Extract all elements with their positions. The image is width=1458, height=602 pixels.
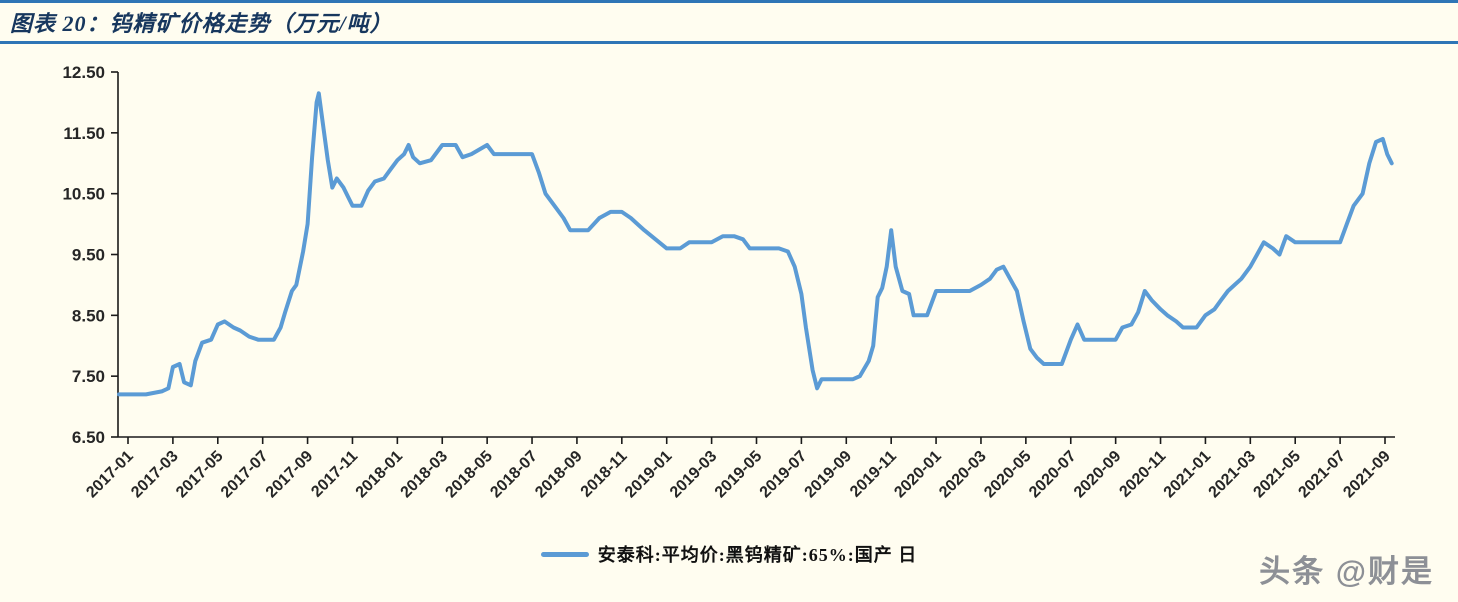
x-tick-label: 2021-09 bbox=[1340, 448, 1394, 502]
y-tick-label: 9.50 bbox=[72, 246, 105, 265]
x-tick-label: 2021-05 bbox=[1251, 448, 1305, 502]
y-tick-label: 10.50 bbox=[62, 185, 105, 204]
x-tick-label: 2017-01 bbox=[83, 448, 137, 502]
y-tick-label: 12.50 bbox=[62, 63, 105, 82]
x-tick-label: 2020-09 bbox=[1071, 448, 1125, 502]
x-tick-label: 2021-07 bbox=[1295, 448, 1349, 502]
x-tick-label: 2020-01 bbox=[891, 448, 945, 502]
legend-line-marker bbox=[540, 551, 589, 557]
x-tick-label: 2019-07 bbox=[757, 448, 811, 502]
x-tick-label: 2021-01 bbox=[1161, 448, 1215, 502]
x-tick-label: 2018-11 bbox=[578, 448, 631, 501]
x-tick-label: 2019-03 bbox=[667, 448, 721, 502]
figure-top-rule bbox=[0, 0, 1458, 3]
watermark-toutiao-caishi: 头条 @财是 bbox=[1259, 554, 1434, 589]
x-tick-label: 2017-07 bbox=[218, 448, 272, 502]
x-tick-label: 2018-01 bbox=[353, 448, 407, 502]
title-underline-rule bbox=[0, 41, 1458, 44]
x-tick-label: 2020-05 bbox=[981, 448, 1035, 502]
y-tick-label: 8.50 bbox=[72, 306, 105, 325]
x-tick-label: 2019-05 bbox=[712, 448, 766, 502]
x-tick-label: 2018-09 bbox=[532, 448, 586, 502]
x-tick-label: 2018-07 bbox=[487, 448, 541, 502]
x-tick-label: 2018-05 bbox=[442, 448, 496, 502]
x-tick-label: 2021-03 bbox=[1206, 448, 1260, 502]
y-tick-label: 11.50 bbox=[63, 124, 105, 143]
y-tick-label: 7.50 bbox=[72, 367, 105, 386]
x-tick-label: 2019-09 bbox=[802, 448, 856, 502]
price-series-line bbox=[117, 91, 1394, 397]
x-tick-label: 2017-09 bbox=[263, 448, 317, 502]
x-tick-label: 2020-03 bbox=[936, 448, 990, 502]
x-tick-label: 2017-05 bbox=[173, 448, 227, 502]
x-tick-label: 2017-11 bbox=[308, 448, 361, 501]
legend-series-label: 安泰科:平均价:黑钨精矿:65%:国产 日 bbox=[597, 545, 918, 565]
y-tick-label: 6.50 bbox=[72, 428, 105, 447]
x-tick-label: 2018-03 bbox=[398, 448, 452, 502]
x-tick-label: 2019-11 bbox=[847, 448, 900, 501]
chart-legend: 安泰科:平均价:黑钨精矿:65%:国产 日 bbox=[0, 541, 1458, 567]
x-tick-label: 2020-11 bbox=[1116, 448, 1169, 501]
figure-title: 图表 20：钨精矿价格走势（万元/吨） bbox=[10, 11, 393, 36]
x-tick-label: 2020-07 bbox=[1026, 448, 1080, 502]
x-tick-label: 2017-03 bbox=[128, 448, 182, 502]
x-tick-label: 2019-01 bbox=[622, 448, 676, 502]
